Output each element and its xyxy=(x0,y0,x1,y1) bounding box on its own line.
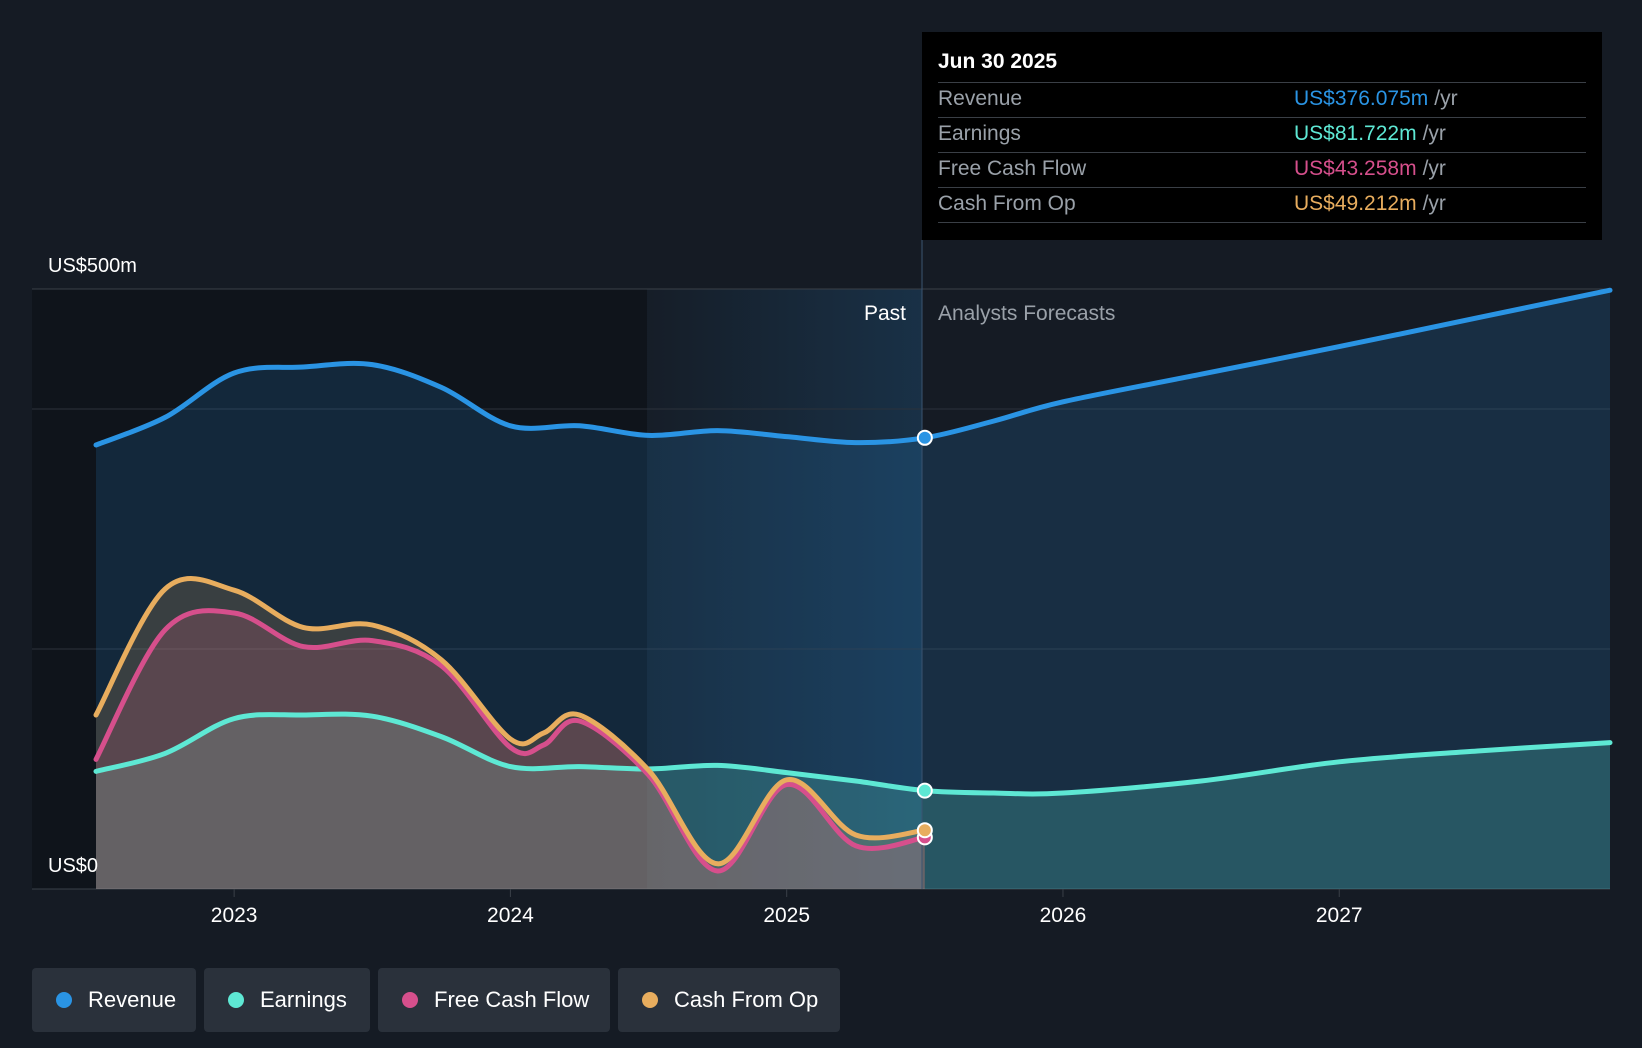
x-tick-label: 2023 xyxy=(211,904,258,927)
x-tick-label: 2026 xyxy=(1040,904,1087,927)
x-tick-label: 2024 xyxy=(487,904,534,927)
forecast-label: Analysts Forecasts xyxy=(938,302,1115,325)
past-region-highlight xyxy=(647,289,922,889)
legend-item-earnings[interactable]: Earnings xyxy=(204,968,370,1032)
legend-label: Revenue xyxy=(88,987,177,1012)
legend-dot-icon xyxy=(402,992,418,1008)
tooltip-label: Free Cash Flow xyxy=(938,157,1087,180)
tooltip-row-earnings: Earnings US$81.722m/yr xyxy=(938,117,1586,152)
revenue-marker xyxy=(916,429,933,446)
past-label: Past xyxy=(864,302,906,325)
revenue-line xyxy=(93,287,1613,448)
legend-dot-icon xyxy=(642,992,658,1008)
tooltip-value: US$43.258m/yr xyxy=(1294,157,1446,180)
tooltip-value: US$376.075m/yr xyxy=(1294,87,1458,110)
y-label-bottom: US$0 xyxy=(48,855,98,877)
legend-item-revenue[interactable]: Revenue xyxy=(32,968,196,1032)
tooltip-value: US$81.722m/yr xyxy=(1294,122,1446,145)
earnings-area xyxy=(96,714,1610,889)
cash-from-op-line xyxy=(93,576,928,867)
legend-label: Cash From Op xyxy=(674,987,819,1012)
legend-dot-icon xyxy=(56,992,72,1008)
tooltip-row-cfo: Cash From Op US$49.212m/yr xyxy=(938,187,1586,222)
tooltip-label: Cash From Op xyxy=(938,192,1076,215)
legend-item-free-cash-flow[interactable]: Free Cash Flow xyxy=(378,968,610,1032)
tooltip-label: Earnings xyxy=(938,122,1021,145)
earnings-line xyxy=(93,711,1613,797)
legend-label: Earnings xyxy=(260,987,347,1012)
tooltip-label: Revenue xyxy=(938,87,1023,110)
legend-item-cash-from-op[interactable]: Cash From Op xyxy=(618,968,840,1032)
x-tick-label: 2025 xyxy=(763,904,810,927)
cash-from-op-marker xyxy=(916,822,933,839)
cash-from-op-area xyxy=(96,578,925,889)
x-tick-label: 2027 xyxy=(1316,904,1363,927)
legend-dot-icon xyxy=(228,992,244,1008)
legend-label: Free Cash Flow xyxy=(434,987,590,1012)
tooltip-row-fcf: Free Cash Flow US$43.258m/yr xyxy=(938,152,1586,187)
y-label-top: US$500m xyxy=(48,255,137,277)
earnings-marker xyxy=(916,782,933,799)
tooltip-value: US$49.212m/yr xyxy=(1294,192,1446,215)
revenue-area xyxy=(96,290,1610,889)
tooltip: Jun 30 2025 Revenue US$376.075m/yr Earni… xyxy=(922,32,1602,240)
past-region-dark xyxy=(32,289,647,889)
tooltip-row-revenue: Revenue US$376.075m/yr xyxy=(938,82,1586,117)
free-cash-flow-line xyxy=(93,608,928,874)
tooltip-date: Jun 30 2025 xyxy=(938,50,1058,73)
